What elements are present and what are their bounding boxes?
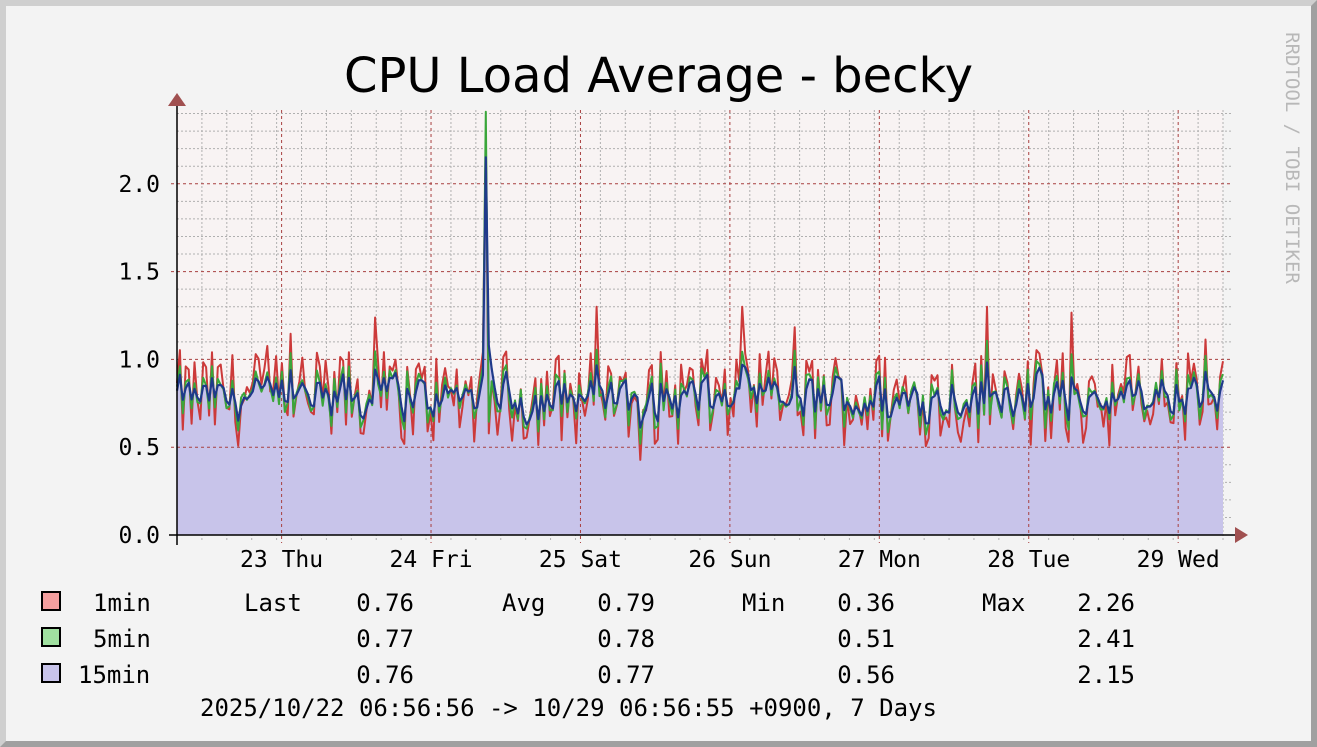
y-tick-label: 1.0 [118,347,160,373]
legend-swatch-15min [41,663,61,683]
legend-header-avg: Avg [502,589,546,617]
y-tick-label: 2.0 [118,172,160,198]
series-15min-line [175,156,1225,429]
x-axis-arrow [1235,527,1248,543]
legend-value-last: 0.76 [356,661,414,689]
y-tick-label: 0.0 [118,523,160,549]
x-tick-label: 24 Fri [389,547,472,573]
legend-value-max: 2.15 [1077,661,1135,689]
legend-header-last: Last [244,589,302,617]
legend-value-last: 0.76 [356,589,414,617]
x-tick-label: 25 Sat [539,547,622,573]
legend-value-min: 0.51 [837,625,895,653]
legend-value-avg: 0.79 [597,589,655,617]
x-tick-label: 26 Sun [688,547,771,573]
legend-value-max: 2.26 [1077,589,1135,617]
legend-label: 15min [78,661,151,689]
legend-value-min: 0.36 [837,589,895,617]
legend-label: 1min [93,589,151,617]
legend-header-min: Min [742,589,786,617]
chart-title: CPU Load Average - becky [343,48,974,104]
time-range-footer: 2025/10/22 06:56:56 -> 10/29 06:56:55 +0… [200,694,937,722]
legend-value-min: 0.56 [837,661,895,689]
x-tick-label: 28 Tue [987,547,1070,573]
x-tick-label: 27 Mon [838,547,921,573]
legend-value-avg: 0.77 [597,661,655,689]
legend-label: 5min [93,625,151,653]
y-tick-label: 0.5 [118,435,160,461]
legend-swatch-1min [41,591,61,611]
x-tick-label: 23 Thu [240,547,323,573]
x-tick-label: 29 Wed [1137,547,1220,573]
legend-header-max: Max [982,589,1026,617]
legend-value-max: 2.41 [1077,625,1135,653]
legend-swatch-5min [41,627,61,647]
y-tick-label: 1.5 [118,260,160,286]
legend-value-avg: 0.78 [597,625,655,653]
legend-value-last: 0.77 [356,625,414,653]
y-axis-arrow [168,93,186,106]
